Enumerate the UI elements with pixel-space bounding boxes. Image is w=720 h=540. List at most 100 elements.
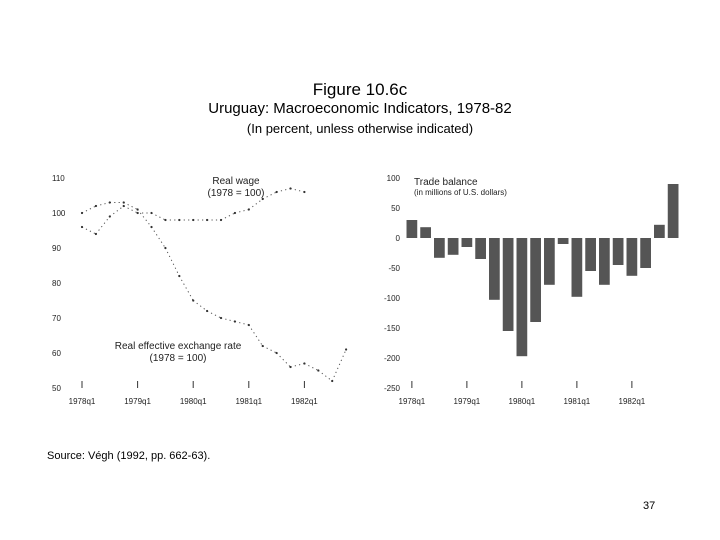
real-wage-line-segment bbox=[290, 188, 305, 193]
reer-line-segment bbox=[81, 205, 97, 214]
reer-point bbox=[219, 316, 223, 320]
right-y-tick-label: -250 bbox=[384, 384, 401, 393]
real-wage-point bbox=[247, 208, 250, 211]
real-wage-line-segment bbox=[81, 226, 97, 235]
trade-balance-units-label: (in millions of U.S. dollars) bbox=[414, 188, 507, 197]
trade-balance-label: Trade balance bbox=[414, 177, 478, 188]
left-x-tick-label: 1980q1 bbox=[180, 397, 207, 406]
trade-balance-bar bbox=[544, 238, 555, 285]
real-wage-line-segment bbox=[95, 216, 111, 235]
reer-point bbox=[108, 201, 111, 204]
reer-line-segment bbox=[151, 226, 166, 249]
real-wage-point bbox=[94, 232, 97, 236]
left-x-tick-label: 1981q1 bbox=[235, 397, 262, 406]
reer-line-segment bbox=[276, 352, 291, 368]
real-wage-point bbox=[261, 197, 264, 201]
trade-balance-bar bbox=[516, 238, 528, 357]
real-wage-point bbox=[108, 215, 111, 218]
real-wage-line-segment bbox=[276, 188, 291, 193]
reer-line-segment bbox=[331, 349, 347, 382]
real-wage-point bbox=[178, 218, 181, 222]
right-x-tick-label: 1980q1 bbox=[509, 397, 536, 406]
right-y-tick-label: 100 bbox=[387, 174, 401, 183]
trade-balance-bar bbox=[612, 238, 624, 265]
trade-balance-bar bbox=[626, 238, 638, 276]
reer-line-segment bbox=[220, 317, 236, 322]
reer-point bbox=[303, 362, 306, 365]
figure-subtitle: Uruguay: Macroeconomic Indicators, 1978-… bbox=[208, 100, 512, 117]
real-wage-point bbox=[122, 204, 125, 208]
trade-balance-bar bbox=[654, 224, 665, 238]
right-y-tick-label: 0 bbox=[396, 234, 401, 243]
trade-balance-bar bbox=[420, 227, 431, 238]
real-wage-line-segment bbox=[234, 209, 249, 214]
left-x-tick-label: 1979q1 bbox=[124, 397, 151, 406]
reer-line-segment bbox=[248, 324, 264, 347]
reer-point bbox=[136, 208, 139, 211]
reer-point bbox=[289, 365, 292, 369]
real-wage-point bbox=[150, 211, 153, 215]
real-wage-point bbox=[303, 190, 306, 194]
left-y-tick-label: 90 bbox=[52, 244, 61, 253]
trade-balance-bar bbox=[406, 220, 418, 238]
left-y-tick-label: 60 bbox=[52, 349, 61, 358]
right-y-tick-label: 50 bbox=[391, 204, 400, 213]
reer-point bbox=[345, 348, 348, 351]
left-x-tick-label: 1978q1 bbox=[69, 397, 96, 406]
reer-line-segment bbox=[290, 363, 305, 368]
real-wage-line-segment bbox=[151, 212, 166, 221]
right-y-tick-label: -150 bbox=[384, 324, 401, 333]
page-number: 37 bbox=[643, 500, 656, 512]
reer-line-segment bbox=[262, 345, 277, 354]
reer-point bbox=[331, 379, 334, 383]
figure-units-note: (In percent, unless otherwise indicated) bbox=[246, 121, 474, 136]
left-y-tick-label: 50 bbox=[52, 384, 61, 393]
real-wage-point bbox=[206, 218, 209, 222]
real-wage-point bbox=[233, 211, 236, 215]
reer-line-segment bbox=[304, 363, 319, 371]
reer-point bbox=[317, 369, 320, 372]
reer-line-segment bbox=[206, 310, 222, 319]
left-y-tick-label: 70 bbox=[52, 314, 61, 323]
trade-balance-bar bbox=[571, 238, 583, 297]
left-y-tick-label: 110 bbox=[52, 174, 65, 183]
reer-point bbox=[192, 299, 195, 302]
reer-point bbox=[164, 246, 167, 250]
real-wage-point bbox=[80, 225, 84, 229]
reer-point bbox=[150, 225, 153, 229]
figure-title: Figure 10.6c bbox=[312, 80, 408, 99]
reer-point bbox=[80, 211, 84, 215]
reer-point bbox=[247, 323, 250, 327]
real-wage-label: Real wage bbox=[212, 176, 260, 187]
reer-point bbox=[206, 309, 209, 313]
real-wage-point bbox=[289, 187, 292, 190]
trade-balance-bar bbox=[599, 238, 610, 285]
reer-line-segment bbox=[137, 209, 152, 228]
reer-line-segment bbox=[234, 321, 249, 326]
right-x-tick-label: 1982q1 bbox=[619, 397, 646, 406]
trade-balance-bar bbox=[447, 238, 459, 255]
real-wage-point bbox=[164, 218, 167, 222]
reer-label: Real effective exchange rate bbox=[115, 341, 242, 352]
real-wage-line-segment bbox=[123, 205, 138, 214]
reer-line-segment bbox=[192, 300, 208, 312]
trade-balance-bar bbox=[585, 238, 596, 271]
reer-line-segment bbox=[178, 275, 194, 301]
reer-line-segment bbox=[123, 202, 138, 210]
real-wage-line-segment bbox=[248, 198, 264, 210]
left-x-tick-label: 1982q1 bbox=[291, 397, 318, 406]
reer-line-segment bbox=[317, 370, 333, 382]
trade-balance-bar bbox=[461, 238, 473, 247]
right-x-tick-label: 1978q1 bbox=[399, 397, 426, 406]
real-wage-point bbox=[192, 218, 195, 222]
trade-balance-bar bbox=[502, 238, 514, 331]
trade-balance-bar bbox=[667, 184, 679, 238]
real-wage-point bbox=[136, 211, 139, 215]
trade-balance-bar bbox=[640, 238, 651, 268]
reer-point bbox=[94, 204, 97, 208]
reer-line-segment bbox=[164, 247, 180, 277]
real-wage-point bbox=[219, 218, 223, 222]
left-y-tick-label: 100 bbox=[52, 209, 66, 218]
trade-balance-bar bbox=[475, 238, 486, 259]
